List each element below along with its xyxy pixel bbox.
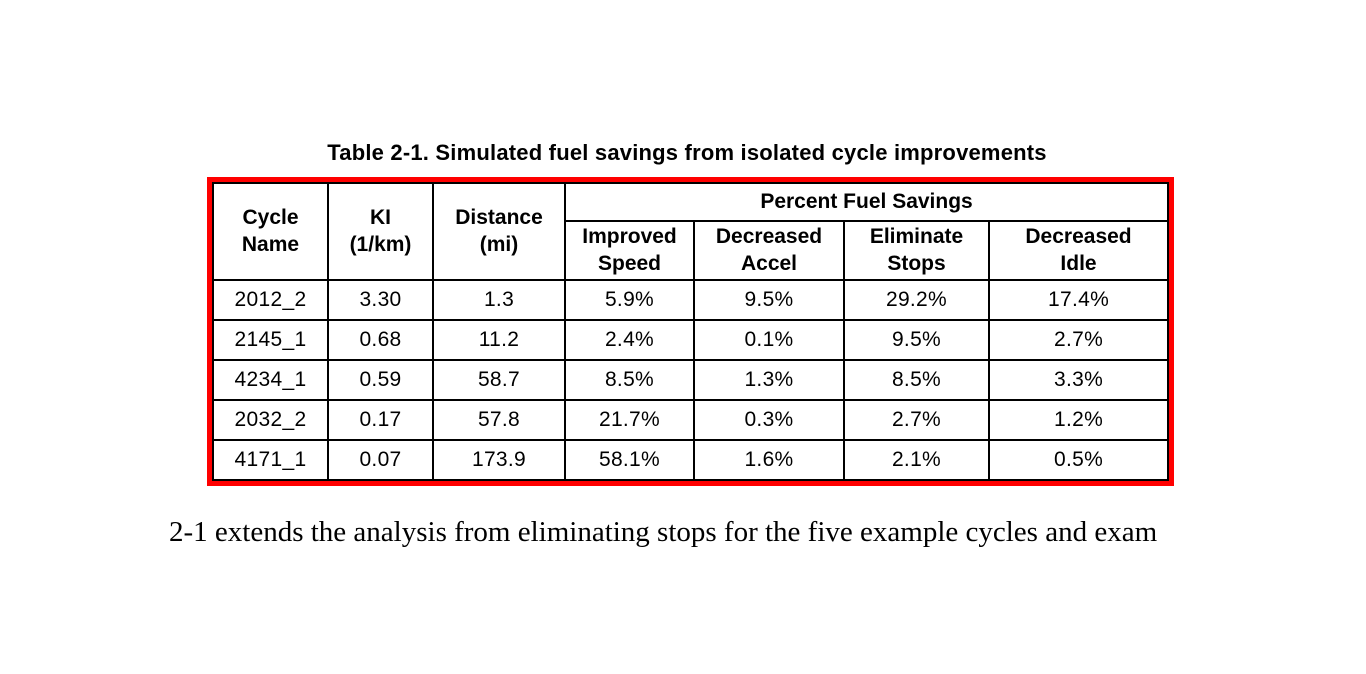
col-header-improved-speed: Improved Speed (564, 220, 695, 281)
col-header-eliminate-stops: Eliminate Stops (843, 220, 990, 281)
col-header-decreased-idle: Decreased Idle (987, 220, 1170, 281)
col-group-header-percent-fuel-savings: Percent Fuel Savings (563, 182, 1170, 222)
fuel-savings-table: Cycle Name KI (1/km) Distance (mi) Perce… (212, 182, 1170, 481)
body-text: 2-1 extends the analysis from eliminatin… (169, 516, 1158, 548)
cell-decreased-accel: 0.3% (693, 399, 845, 441)
cell-ki: 0.59 (327, 359, 434, 401)
cell-decreased-accel: 1.3% (693, 359, 845, 401)
cell-distance: 58.7 (432, 359, 566, 401)
col-header-cycle-name: Cycle Name (212, 182, 329, 281)
cell-eliminate-stops: 2.7% (843, 399, 990, 441)
cell-decreased-accel: 9.5% (693, 279, 845, 321)
table-row: 2012_2 3.30 1.3 5.9% 9.5% 29.2% 17.4% (212, 279, 1170, 321)
cell-distance: 11.2 (432, 319, 566, 361)
cell-decreased-accel: 1.6% (693, 439, 845, 481)
cell-improved-speed: 21.7% (564, 399, 695, 441)
cell-distance: 1.3 (432, 279, 566, 321)
table-caption: Table 2-1. Simulated fuel savings from i… (327, 140, 1047, 165)
cell-cycle-name: 2012_2 (212, 279, 329, 321)
col-header-distance: Distance (mi) (432, 182, 566, 281)
cell-ki: 0.07 (327, 439, 434, 481)
cell-cycle-name: 2145_1 (212, 319, 329, 361)
cell-eliminate-stops: 2.1% (843, 439, 990, 481)
cell-decreased-accel: 0.1% (693, 319, 845, 361)
cell-cycle-name: 4171_1 (212, 439, 329, 481)
cell-ki: 3.30 (327, 279, 434, 321)
cell-improved-speed: 5.9% (564, 279, 695, 321)
cell-improved-speed: 8.5% (564, 359, 695, 401)
cell-decreased-idle: 3.3% (987, 359, 1170, 401)
cell-cycle-name: 4234_1 (212, 359, 329, 401)
cell-decreased-idle: 2.7% (987, 319, 1170, 361)
cell-improved-speed: 58.1% (564, 439, 695, 481)
cell-improved-speed: 2.4% (564, 319, 695, 361)
col-header-decreased-accel: Decreased Accel (693, 220, 845, 281)
table-row: 2145_1 0.68 11.2 2.4% 0.1% 9.5% 2.7% (212, 319, 1170, 361)
cell-eliminate-stops: 8.5% (843, 359, 990, 401)
cell-ki: 0.17 (327, 399, 434, 441)
table-row: 4234_1 0.59 58.7 8.5% 1.3% 8.5% 3.3% (212, 359, 1170, 401)
cell-decreased-idle: 17.4% (987, 279, 1170, 321)
col-header-ki: KI (1/km) (327, 182, 434, 281)
cell-distance: 173.9 (432, 439, 566, 481)
cell-cycle-name: 2032_2 (212, 399, 329, 441)
table-row: 4171_1 0.07 173.9 58.1% 1.6% 2.1% 0.5% (212, 439, 1170, 481)
cell-decreased-idle: 1.2% (987, 399, 1170, 441)
table-highlight-frame: Cycle Name KI (1/km) Distance (mi) Perce… (207, 177, 1175, 486)
cell-eliminate-stops: 29.2% (843, 279, 990, 321)
cell-distance: 57.8 (432, 399, 566, 441)
cell-decreased-idle: 0.5% (987, 439, 1170, 481)
table-row: 2032_2 0.17 57.8 21.7% 0.3% 2.7% 1.2% (212, 399, 1170, 441)
cell-ki: 0.68 (327, 319, 434, 361)
cell-eliminate-stops: 9.5% (843, 319, 990, 361)
